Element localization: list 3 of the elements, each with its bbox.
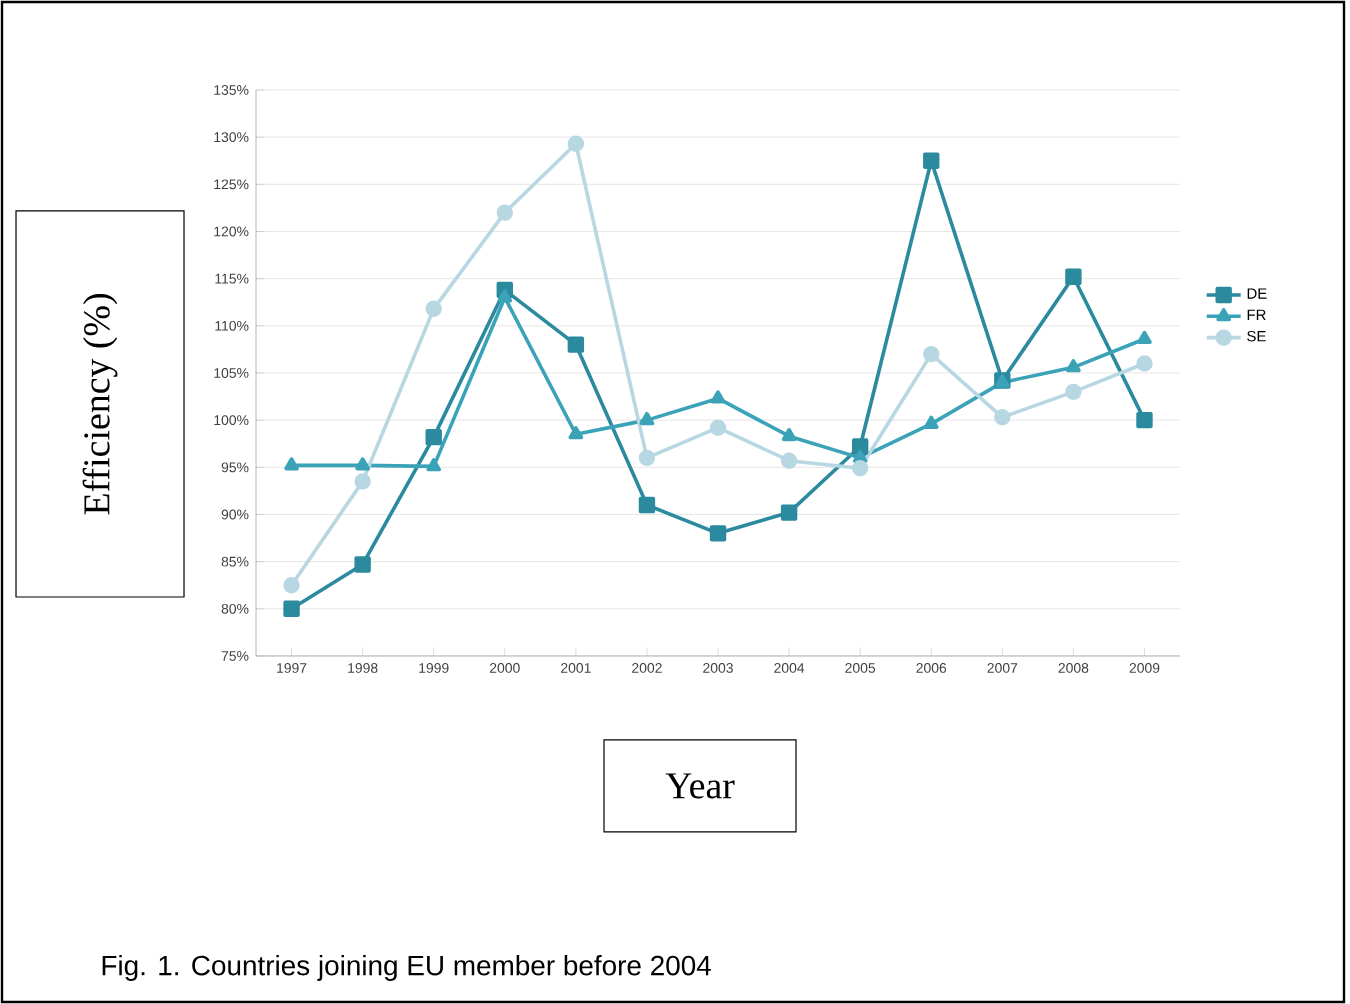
caption: Fig. 1. Countries joining EU member before 2004	[102, 954, 711, 981]
x-axis-title: Year	[665, 773, 735, 799]
y-axis-title: Efficiency (%)	[82, 294, 118, 515]
